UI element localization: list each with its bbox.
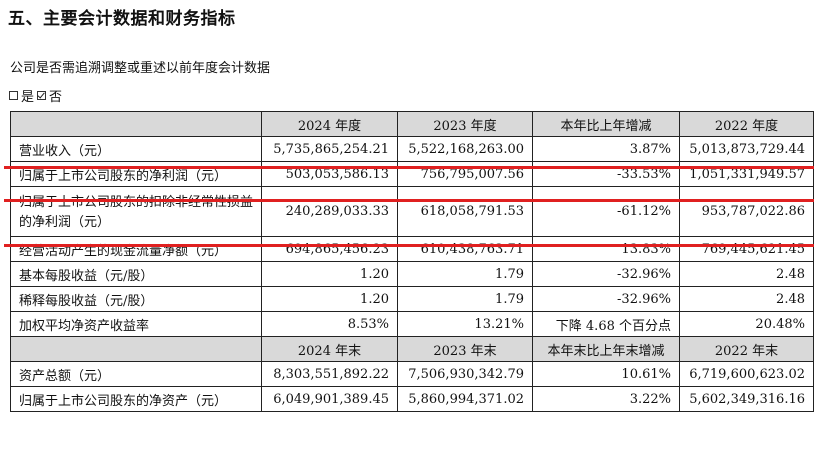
row-label: 归属于上市公司股东的扣除非经常性损益的净利润（元） [10,186,262,237]
header-cell: 2022 年度 [679,111,814,137]
highlight-line [4,199,814,202]
row-label: 归属于上市公司股东的净利润（元） [10,161,262,187]
table-cell: 1.79 [397,261,533,287]
yes-label: 是 [21,90,35,105]
table-cell: 240,289,033.33 [261,186,398,237]
table-cell: 5,860,994,371.02 [397,386,533,412]
row-label: 经营活动产生的现金流量净额（元） [10,236,262,262]
table-cell: 5,013,873,729.44 [679,136,814,162]
table-cell: 1.20 [261,286,398,312]
row-label: 资产总额（元） [10,361,262,387]
table-cell: 8.53% [261,311,398,337]
table-cell: 769,445,621.45 [679,236,814,262]
section-title: 五、主要会计数据和财务指标 [8,9,236,29]
row-label: 营业收入（元） [10,136,262,162]
row-label: 稀释每股收益（元/股） [10,286,262,312]
no-label: 否 [49,90,63,105]
table-cell: 694,865,456.23 [261,236,398,262]
table-cell: 1,051,331,949.57 [679,161,814,187]
table-cell: 5,522,168,263.00 [397,136,533,162]
table-row: 经营活动产生的现金流量净额（元） 694,865,456.23 610,438,… [10,236,814,262]
table-row: 归属于上市公司股东的净资产（元） 6,049,901,389.45 5,860,… [10,386,814,412]
table-cell: 618,058,791.53 [397,186,533,237]
no-checked-checkbox-icon [37,91,47,100]
yes-checkbox-icon [9,91,18,100]
row-label: 基本每股收益（元/股） [10,261,262,287]
row-label: 归属于上市公司股东的净资产（元） [10,386,262,412]
table-row: 归属于上市公司股东的扣除非经常性损益的净利润（元） 240,289,033.33… [10,186,814,237]
table-row: 营业收入（元） 5,735,865,254.21 5,522,168,263.0… [10,136,814,162]
table-cell: 1.20 [261,261,398,287]
table-cell: 2.48 [679,286,814,312]
table-cell: -61.12% [532,186,680,237]
header-cell: 2024 年末 [261,336,398,362]
header-cell: 本年比上年增减 [532,111,680,137]
header-cell: 本年末比上年末增减 [532,336,680,362]
table-cell: 953,787,022.86 [679,186,814,237]
table-header-row: 2024 年末 2023 年末 本年末比上年末增减 2022 年末 [10,336,814,362]
table-cell: -33.53% [532,161,680,187]
table-cell: 7,506,930,342.79 [397,361,533,387]
financial-indicators-table: 2024 年度 2023 年度 本年比上年增减 2022 年度 营业收入（元） … [10,111,814,412]
header-cell [10,336,262,362]
table-cell: 6,719,600,623.02 [679,361,814,387]
table-cell: 下降 4.68 个百分点 [532,311,680,337]
table-cell: -32.96% [532,261,680,287]
row-label: 加权平均净资产收益率 [10,311,262,337]
table-cell: 610,438,763.71 [397,236,533,262]
restatement-question: 公司是否需追溯调整或重述以前年度会计数据 [10,61,271,76]
table-row: 加权平均净资产收益率 8.53% 13.21% 下降 4.68 个百分点 20.… [10,311,814,337]
table-cell: 1.79 [397,286,533,312]
table-cell: 5,735,865,254.21 [261,136,398,162]
header-cell: 2023 年度 [397,111,533,137]
header-cell: 2022 年末 [679,336,814,362]
table-row: 稀释每股收益（元/股） 1.20 1.79 -32.96% 2.48 [10,286,814,312]
table-cell: 2.48 [679,261,814,287]
table-row: 资产总额（元） 8,303,551,892.22 7,506,930,342.7… [10,361,814,387]
table-cell: 8,303,551,892.22 [261,361,398,387]
table-cell: 6,049,901,389.45 [261,386,398,412]
highlight-line [4,244,814,247]
table-cell: 10.61% [532,361,680,387]
table-cell: 13.21% [397,311,533,337]
header-cell: 2023 年末 [397,336,533,362]
table-cell: 3.22% [532,386,680,412]
table-cell: -32.96% [532,286,680,312]
table-cell: 20.48% [679,311,814,337]
table-header-row: 2024 年度 2023 年度 本年比上年增减 2022 年度 [10,111,814,137]
table-row: 归属于上市公司股东的净利润（元） 503,053,586.13 756,795,… [10,161,814,187]
restatement-choice: 是 否 [8,86,62,105]
table-cell: 13.83% [532,236,680,262]
table-cell: 503,053,586.13 [261,161,398,187]
header-cell: 2024 年度 [261,111,398,137]
highlight-line [4,166,814,169]
table-cell: 5,602,349,316.16 [679,386,814,412]
table-cell: 3.87% [532,136,680,162]
header-cell [10,111,262,137]
table-row: 基本每股收益（元/股） 1.20 1.79 -32.96% 2.48 [10,261,814,287]
